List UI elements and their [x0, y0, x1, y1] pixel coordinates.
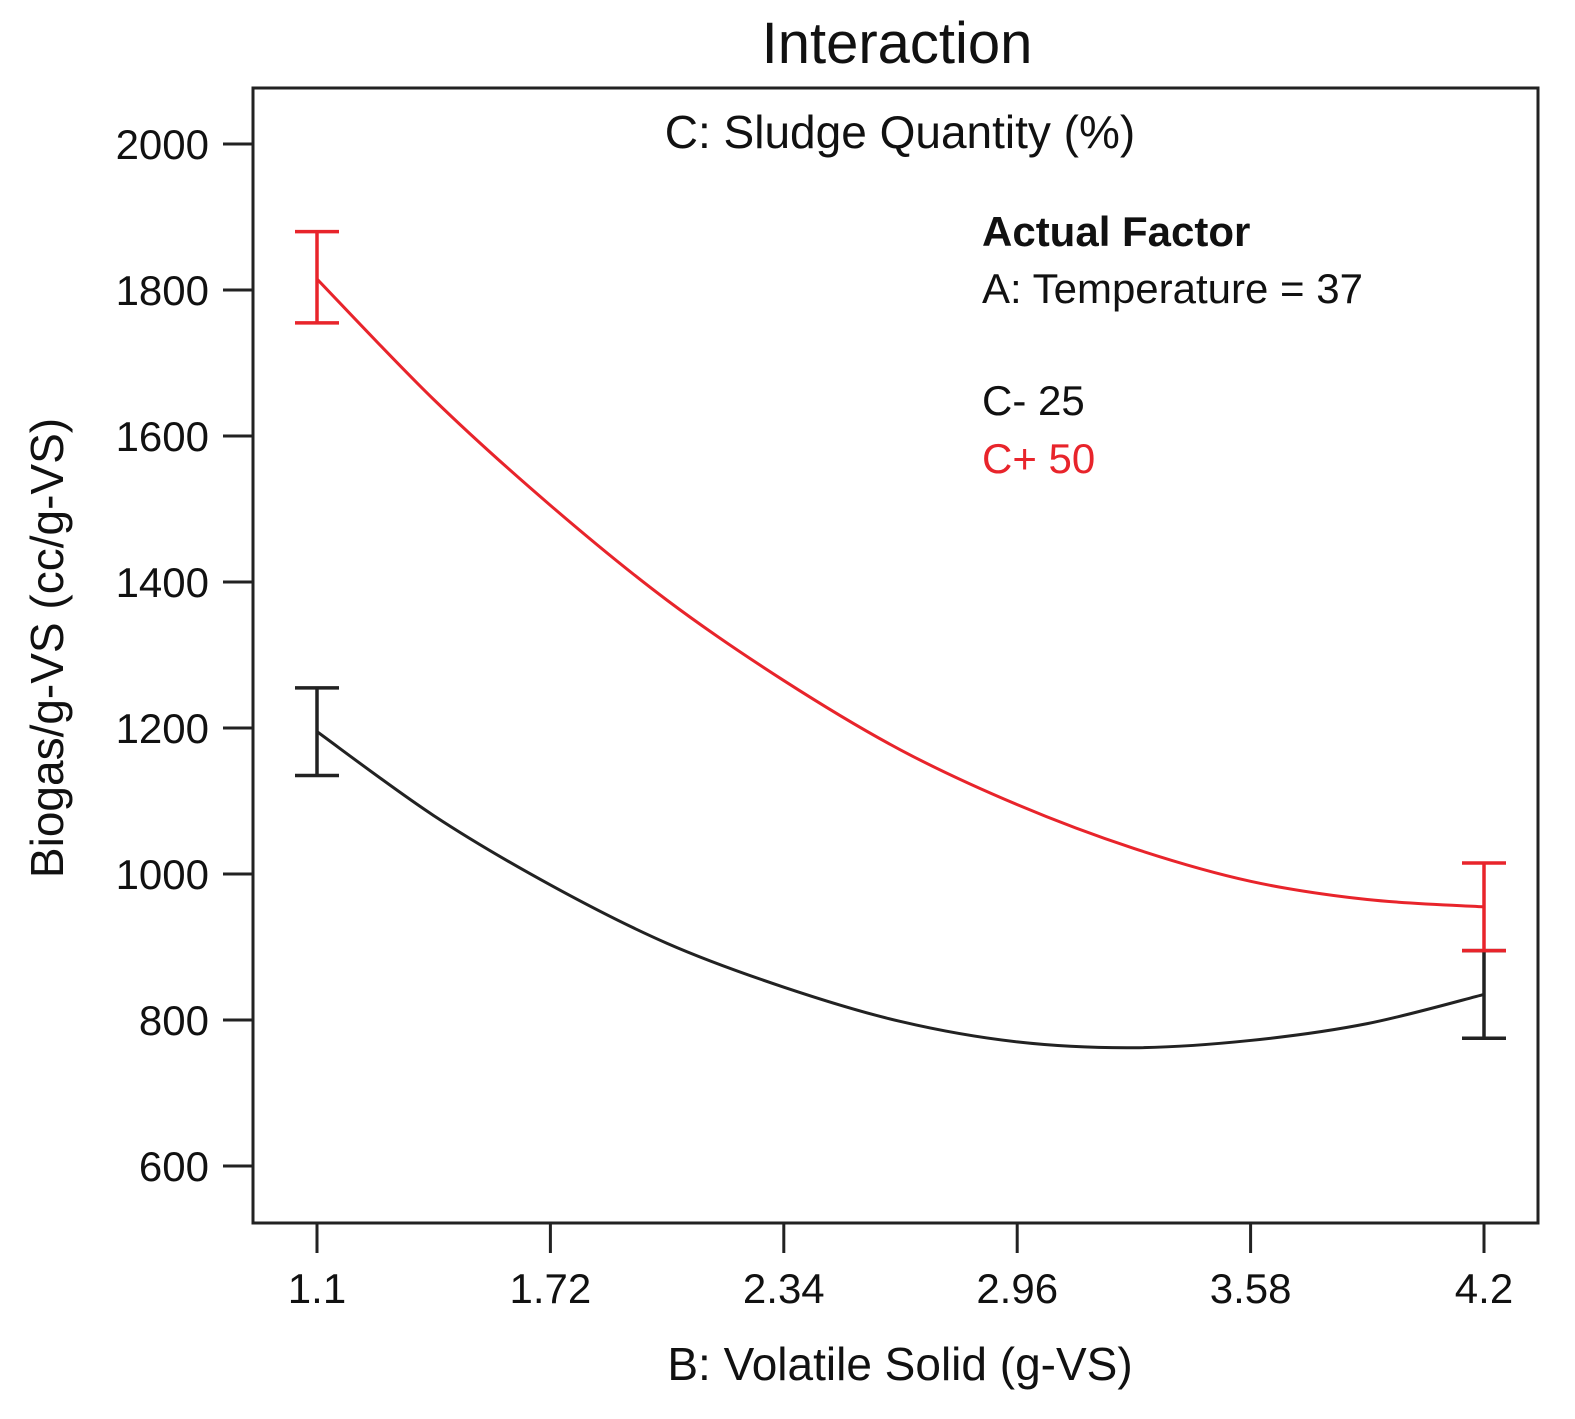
x-tick-label: 1.72 — [510, 1265, 592, 1312]
y-tick-label: 1600 — [116, 413, 209, 460]
x-tick-label: 4.2 — [1455, 1265, 1513, 1312]
error-bar-high — [295, 229, 339, 325]
plot-area-frame — [251, 86, 1540, 1225]
y-axis: 600 800 1000 1200 1400 1600 1800 2000 — [116, 121, 253, 1190]
chart-title: Interaction — [762, 11, 1033, 76]
x-tick-label: 3.58 — [1210, 1265, 1292, 1312]
x-tick-label: 2.34 — [743, 1265, 825, 1312]
chart-subtitle: C: Sludge Quantity (%) — [665, 106, 1135, 158]
series-layer — [295, 229, 1506, 1050]
series-line-high — [315, 278, 1485, 909]
y-tick-label: 800 — [139, 997, 209, 1044]
x-axis-label: B: Volatile Solid (g-VS) — [667, 1338, 1132, 1390]
y-tick-label: 2000 — [116, 121, 209, 168]
error-bar-low — [295, 686, 339, 778]
error-bar-high — [1462, 861, 1506, 953]
y-tick-label: 1400 — [116, 559, 209, 606]
legend: Actual Factor A: Temperature = 37 C- 25 … — [982, 208, 1363, 482]
y-axis-label: Biogas/g-VS (cc/g-VS) — [21, 418, 73, 878]
x-tick-label: 2.96 — [976, 1265, 1058, 1312]
error-bar-low — [1462, 948, 1506, 1040]
series-line-low — [316, 730, 1485, 1050]
series-high — [295, 229, 1506, 953]
legend-entry-high: C+ 50 — [982, 435, 1095, 482]
y-tick-label: 1200 — [116, 705, 209, 752]
x-tick-label: 1.1 — [288, 1265, 346, 1312]
legend-entry-low: C- 25 — [982, 377, 1085, 424]
legend-heading: Actual Factor — [982, 208, 1250, 255]
y-tick-label: 1800 — [116, 267, 209, 314]
series-low — [295, 686, 1506, 1050]
y-tick-label: 1000 — [116, 851, 209, 898]
y-tick-label: 600 — [139, 1143, 209, 1190]
legend-factor: A: Temperature = 37 — [982, 265, 1363, 312]
x-axis: 1.1 1.72 2.34 2.96 3.58 4.2 — [288, 1223, 1513, 1312]
